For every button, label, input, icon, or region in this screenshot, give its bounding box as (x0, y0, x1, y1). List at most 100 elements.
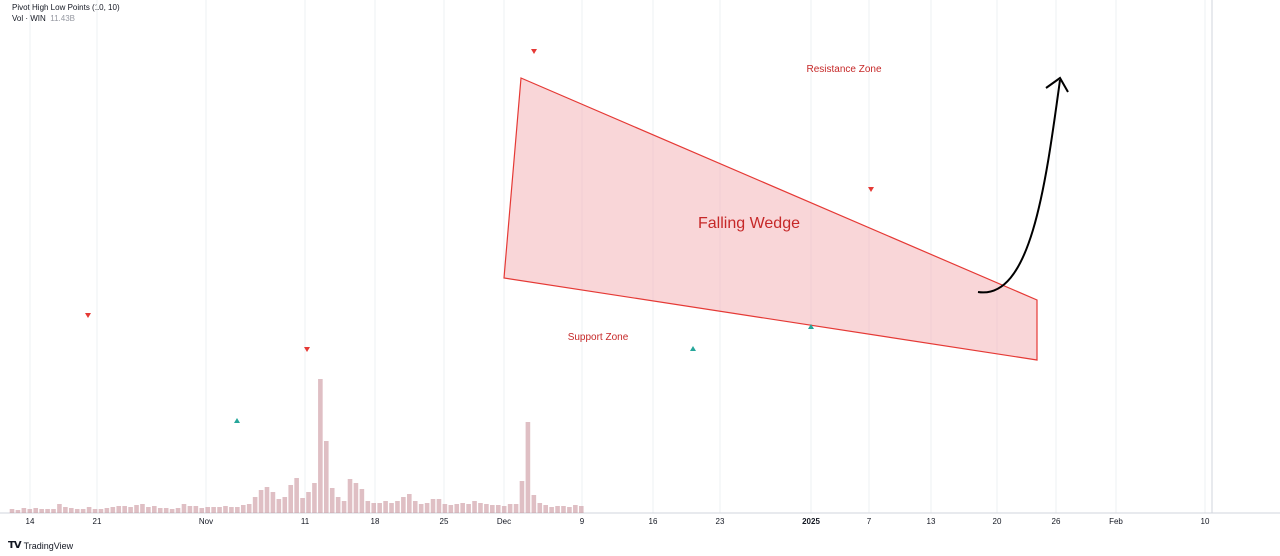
time-tick-label: 16 (649, 517, 658, 526)
volume-bar (389, 503, 394, 513)
pivot-high-marker (531, 49, 537, 54)
time-tick-label: 13 (927, 517, 936, 526)
volume-bar (80, 509, 86, 513)
volume-bar (104, 508, 110, 513)
volume-bar (507, 504, 513, 513)
volume-bar (442, 504, 448, 513)
volume-bar (329, 488, 335, 513)
volume-bar (193, 506, 199, 513)
volume-bar (454, 504, 460, 513)
volume-bar (74, 509, 80, 513)
indicator-legend-label[interactable]: Pivot High Low Points (10, 10) (12, 3, 120, 12)
volume-bar (543, 505, 548, 513)
volume-bar (223, 506, 228, 513)
time-axis[interactable]: 14 21 Nov 11 18 25 Dec 9 16 23 2025 7 13 20 26 Feb 10 (26, 517, 1210, 526)
volume-bar (134, 505, 139, 513)
volume-bar (312, 483, 317, 513)
volume-bar (140, 504, 145, 513)
volume-bar (513, 504, 519, 513)
volume-bar (306, 492, 311, 513)
time-tick-label: 21 (93, 517, 102, 526)
volume-bar (282, 497, 288, 513)
volume-bar (495, 505, 501, 513)
volume-bar (401, 497, 406, 513)
volume-bar (501, 506, 507, 513)
volume-bar (27, 509, 33, 513)
time-tick-label: Feb (1109, 517, 1123, 526)
volume-bar (341, 501, 347, 513)
falling-wedge-label: Falling Wedge (698, 215, 800, 232)
volume-bar (39, 509, 44, 513)
volume-bar (418, 504, 424, 513)
volume-bar (33, 508, 39, 513)
time-tick-label: Nov (199, 517, 213, 526)
volume-bar (9, 509, 15, 513)
volume-bar (578, 506, 584, 513)
tradingview-logo-text: TradingView (23, 540, 74, 551)
volume-bar (519, 481, 525, 513)
volume-bar (152, 506, 157, 513)
zones-layer (503, 77, 1038, 361)
volume-bar (246, 504, 252, 513)
volume-bar (63, 507, 68, 513)
volume-bar (490, 505, 495, 513)
volume-bar (122, 506, 127, 513)
volume-bar (573, 505, 578, 513)
pivot-high-marker (304, 347, 310, 352)
time-tick-label: 7 (867, 517, 872, 526)
volume-bar (187, 506, 193, 513)
time-tick-label: 2025 (802, 517, 820, 526)
volume-bar (460, 503, 465, 513)
tradingview-logo[interactable]: TV TradingView (8, 540, 73, 551)
volume-bar (181, 504, 187, 513)
volume-bar (377, 503, 382, 513)
volume-bar (288, 485, 294, 513)
volume-bar (163, 508, 169, 513)
support-zone-label: Support Zone (568, 332, 629, 343)
volume-bars (9, 379, 584, 513)
volume-bar (466, 504, 471, 513)
volume-legend-label[interactable]: Vol · WIN (12, 14, 46, 23)
volume-bar (217, 507, 222, 513)
volume-bar (359, 489, 365, 513)
volume-bar (240, 505, 246, 513)
volume-bar (157, 508, 163, 513)
volume-bar (69, 508, 74, 513)
volume-bar (371, 503, 377, 513)
volume-bar (412, 501, 418, 513)
resistance-zone-label: Resistance Zone (806, 64, 881, 75)
time-tick-label: 23 (716, 517, 725, 526)
volume-bar (472, 501, 477, 513)
volume-bar (531, 495, 537, 513)
volume-bar (294, 478, 299, 513)
volume-bar (199, 508, 205, 513)
volume-bar (21, 508, 27, 513)
volume-bar (478, 503, 483, 513)
volume-bar (116, 506, 122, 513)
time-tick-label: 10 (1201, 517, 1210, 526)
volume-bar (229, 507, 234, 513)
volume-bar (347, 479, 353, 513)
volume-bar (252, 497, 258, 513)
time-tick-label: 18 (371, 517, 380, 526)
time-tick-label: 20 (993, 517, 1002, 526)
volume-bar (128, 507, 133, 513)
volume-bar (555, 506, 560, 513)
volume-bar (235, 507, 240, 513)
pivot-high-marker (868, 187, 874, 192)
time-tick-label: 26 (1052, 517, 1061, 526)
volume-bar (335, 497, 341, 513)
volume-bar (146, 507, 151, 513)
volume-bar (57, 504, 62, 513)
volume-bar (110, 507, 116, 513)
time-tick-label: 9 (580, 517, 585, 526)
volume-bar (561, 506, 566, 513)
volume-bar (86, 507, 92, 513)
volume-bar (98, 509, 104, 513)
volume-bar (318, 379, 323, 513)
volume-bar (484, 504, 489, 513)
pivot-low-marker (690, 346, 696, 351)
volume-bar (525, 422, 531, 513)
annotations-layer: Resistance Zone Support Zone Falling Wedge (85, 49, 1069, 423)
